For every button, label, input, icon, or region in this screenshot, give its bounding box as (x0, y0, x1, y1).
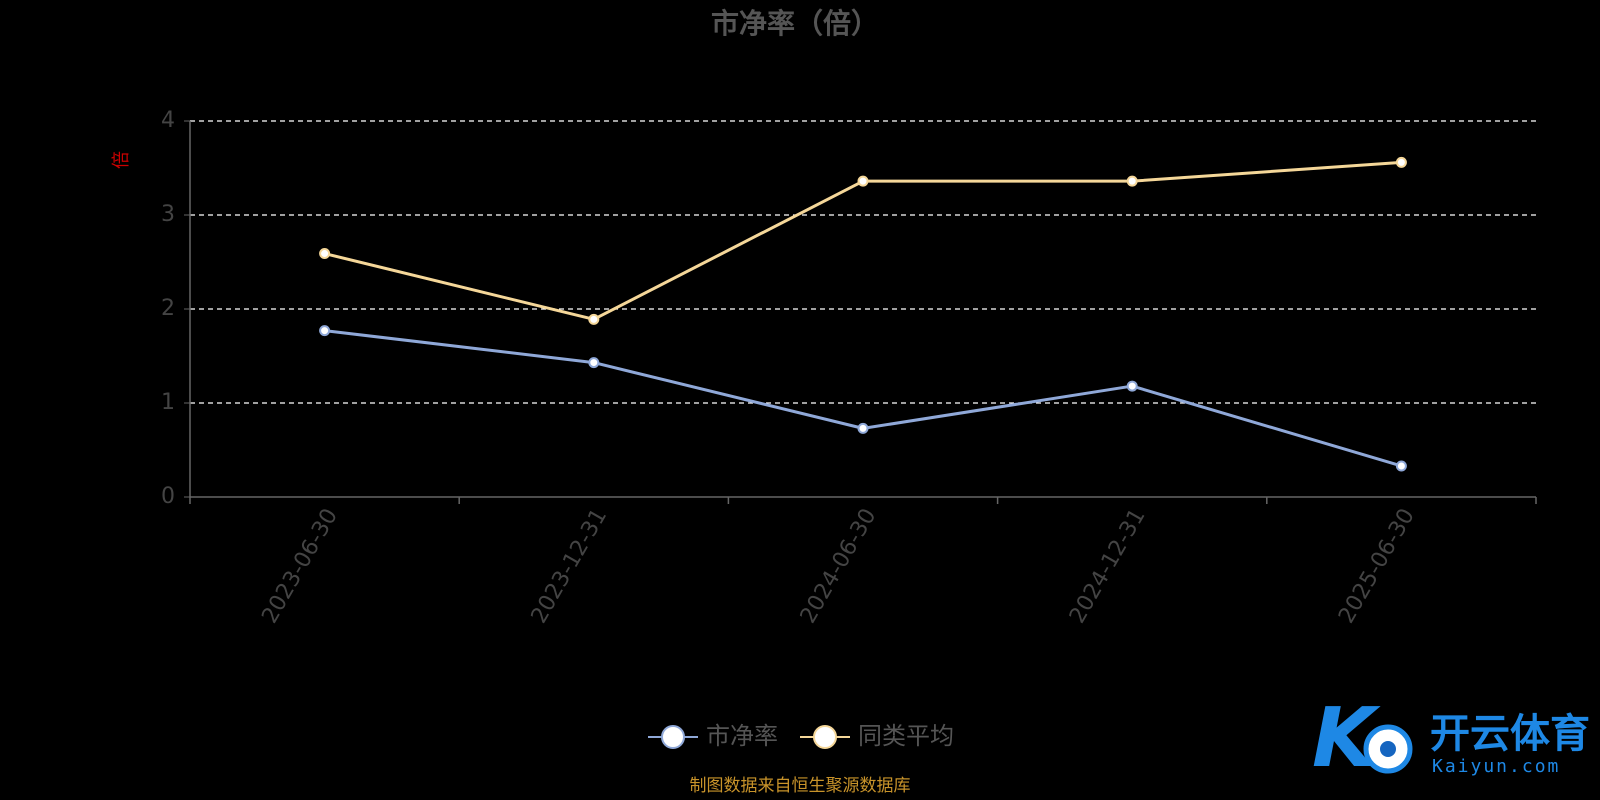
y-axis-ticks: 0 1 2 3 4 (161, 108, 190, 509)
chart-title: 市净率（倍） (711, 7, 879, 40)
y-tick-label: 3 (161, 202, 175, 227)
data-point (1395, 460, 1407, 472)
x-axis-ticks: 2023-06-30 2023-12-31 2024-06-30 2024-12-31… (257, 505, 1419, 628)
x-tick-label: 2023-06-30 (257, 505, 343, 628)
y-tick-label: 0 (161, 484, 175, 509)
x-tick-label: 2025-06-30 (1334, 505, 1420, 628)
data-point (588, 357, 600, 369)
y-tick-label: 2 (161, 296, 175, 321)
x-tick-label: 2024-06-30 (796, 505, 882, 628)
data-point (1395, 156, 1407, 168)
watermark-logo: K 开云体育 Kaiyun.com (1312, 691, 1590, 786)
y-tick-label: 1 (161, 390, 175, 415)
legend[interactable]: 市净率 同类平均 (648, 722, 954, 750)
series-lines (319, 156, 1407, 472)
source-note: 制图数据来自恒生聚源数据库 (690, 776, 911, 796)
data-point (319, 248, 331, 260)
data-point (1126, 380, 1138, 392)
y-tick-label: 4 (161, 108, 175, 133)
x-tick-label: 2024-12-31 (1065, 505, 1151, 628)
data-point (588, 313, 600, 325)
grid-lines (190, 120, 1536, 404)
legend-label: 市净率 (706, 722, 778, 750)
data-point (857, 175, 869, 187)
data-point (1126, 175, 1138, 187)
series-line (324, 329, 1402, 468)
data-point (319, 325, 331, 337)
soccer-ball-patch (1380, 741, 1396, 757)
legend-item[interactable]: 同类平均 (800, 722, 954, 750)
legend-item[interactable]: 市净率 (648, 722, 778, 750)
watermark-brand: 开云体育 (1430, 711, 1590, 757)
x-tick-label: 2023-12-31 (527, 505, 613, 628)
watermark-domain: Kaiyun.com (1432, 756, 1560, 777)
legend-swatch-marker (813, 725, 837, 749)
y-axis-label: 倍 (111, 151, 132, 169)
data-point (857, 422, 869, 434)
legend-swatch-marker (661, 725, 685, 749)
legend-label: 同类平均 (858, 722, 954, 750)
